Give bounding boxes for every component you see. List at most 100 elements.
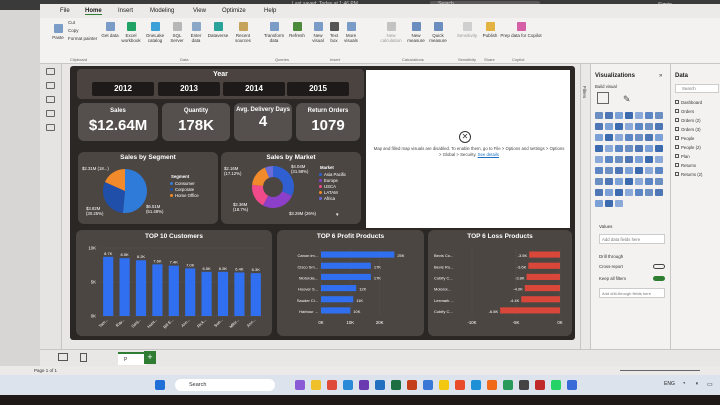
data-table-item[interactable]: Orders (675, 109, 694, 114)
app-icon[interactable] (487, 380, 497, 390)
kpi-sales-card[interactable]: Sales $12.64M (78, 103, 158, 141)
present-view-icon[interactable] (58, 353, 68, 361)
visual-type-icon[interactable] (635, 123, 643, 130)
visual-type-icon[interactable] (605, 145, 613, 152)
table-view-icon[interactable] (46, 82, 55, 89)
visual-type-icon[interactable] (635, 134, 643, 141)
customer-bar[interactable] (250, 273, 261, 316)
edge-icon[interactable] (471, 380, 481, 390)
segment-slice[interactable] (103, 181, 125, 213)
profit-bar[interactable] (321, 285, 357, 292)
data-table-item[interactable]: Orders (3) (675, 127, 701, 132)
market-legend-item[interactable]: Africa (319, 196, 346, 202)
visual-type-icon[interactable] (595, 156, 603, 163)
filters-pane-collapsed[interactable]: Filters (580, 64, 590, 349)
excel-app-icon[interactable] (391, 380, 401, 390)
visual-type-icon[interactable] (655, 156, 663, 163)
app-icon[interactable] (519, 380, 529, 390)
cross-report-toggle[interactable] (653, 264, 665, 269)
map-visual-placeholder[interactable] (366, 70, 570, 228)
segment-slice[interactable] (122, 169, 147, 213)
copy-button[interactable]: Copy (68, 28, 79, 33)
market-slice[interactable] (262, 191, 293, 208)
transform-data-button[interactable]: Transform data (262, 22, 286, 43)
visual-type-icon[interactable] (635, 189, 643, 196)
visual-type-icon[interactable] (615, 134, 623, 141)
new-measure-button[interactable]: New measure (406, 22, 426, 43)
kpi-returns-card[interactable]: Return Orders 1079 (296, 103, 360, 141)
tmdl-view-icon[interactable] (46, 124, 55, 131)
profit-bar[interactable] (321, 251, 395, 258)
volume-icon[interactable]: ◖ (695, 381, 699, 387)
app-icon[interactable] (535, 380, 545, 390)
visual-type-icon[interactable] (605, 134, 613, 141)
add-page-button[interactable]: + (144, 351, 156, 364)
wifi-icon[interactable]: ◔ (682, 381, 686, 387)
profit-bar[interactable] (321, 273, 371, 280)
loss-bar[interactable] (526, 273, 560, 280)
market-legend-item[interactable]: USCA (319, 184, 346, 190)
mail-icon[interactable] (343, 380, 353, 390)
market-legend-item[interactable]: LATAM (319, 190, 346, 196)
visual-type-icon[interactable] (635, 112, 643, 119)
visual-type-icon[interactable] (645, 145, 653, 152)
top-profit-bar-chart[interactable]: 0K 10K 20K 25K Canon im... 17K Cisco Sm... 17K M… (279, 240, 422, 335)
customer-bar[interactable] (201, 271, 212, 316)
app-icon[interactable] (503, 380, 513, 390)
profit-bar[interactable] (321, 296, 354, 303)
text-box-button[interactable]: Text box (327, 22, 341, 43)
visual-type-icon[interactable] (645, 123, 653, 130)
visual-type-icon[interactable] (625, 156, 633, 163)
legend-scroll-down-icon[interactable]: ▾ (336, 212, 339, 218)
segment-legend-item[interactable]: Corporate (170, 187, 199, 193)
dax-query-icon[interactable] (46, 110, 55, 117)
menu-file[interactable]: File (60, 8, 70, 14)
add-drill-through-well[interactable]: Add drill-through fields here (599, 288, 665, 298)
year-2014-button[interactable]: 2014 (223, 82, 285, 96)
enter-data-button[interactable]: Enter data (187, 22, 205, 43)
visual-type-icon[interactable] (625, 189, 633, 196)
visual-type-icon[interactable] (625, 145, 633, 152)
visual-type-icon[interactable] (655, 112, 663, 119)
loss-bar[interactable] (529, 251, 560, 258)
customer-bar[interactable] (217, 271, 229, 316)
market-slice[interactable] (252, 184, 269, 206)
menu-home[interactable]: Home (85, 8, 102, 15)
loss-bar[interactable] (524, 285, 560, 292)
visual-type-icon[interactable] (595, 189, 603, 196)
menu-optimize[interactable]: Optimize (222, 8, 246, 14)
visual-type-icon[interactable] (635, 145, 643, 152)
customer-bar[interactable] (135, 260, 147, 316)
add-data-fields-well[interactable]: Add data fields here (599, 234, 665, 244)
new-visual-button[interactable]: New visual (310, 22, 326, 43)
new-calculation-button[interactable]: New calculation (378, 22, 404, 43)
data-table-item[interactable]: People (675, 136, 694, 141)
visual-type-icon[interactable] (595, 200, 603, 207)
customer-bar[interactable] (168, 265, 179, 316)
menu-view[interactable]: View (193, 8, 206, 14)
see-details-link[interactable]: See details (477, 152, 499, 157)
visual-type-icon[interactable] (615, 189, 623, 196)
visual-type-icon[interactable] (605, 156, 613, 163)
onelake-button[interactable]: OneLake catalog (143, 22, 167, 43)
visual-type-icon[interactable] (625, 123, 633, 130)
visual-type-icon[interactable] (635, 167, 643, 174)
visual-type-icon[interactable] (655, 123, 663, 130)
customer-bar[interactable] (234, 272, 245, 316)
data-table-item[interactable]: People (2) (675, 145, 701, 150)
visual-type-icon[interactable] (645, 134, 653, 141)
powerpoint-icon[interactable] (407, 380, 417, 390)
file-explorer-icon[interactable] (311, 380, 321, 390)
visual-type-icon[interactable] (615, 145, 623, 152)
visual-type-icon[interactable] (615, 123, 623, 130)
visual-type-icon[interactable] (615, 167, 623, 174)
dataverse-button[interactable]: Dataverse (206, 22, 230, 38)
data-table-item[interactable]: Returns (2) (675, 172, 703, 177)
top-loss-panel[interactable] (428, 230, 572, 336)
visual-type-icon[interactable] (605, 112, 613, 119)
excel-workbook-button[interactable]: Excel workbook (120, 22, 142, 43)
customer-bar[interactable] (103, 256, 114, 316)
segment-pie-chart[interactable] (100, 166, 150, 216)
market-slice[interactable] (264, 166, 273, 178)
loss-bar[interactable] (500, 307, 560, 314)
